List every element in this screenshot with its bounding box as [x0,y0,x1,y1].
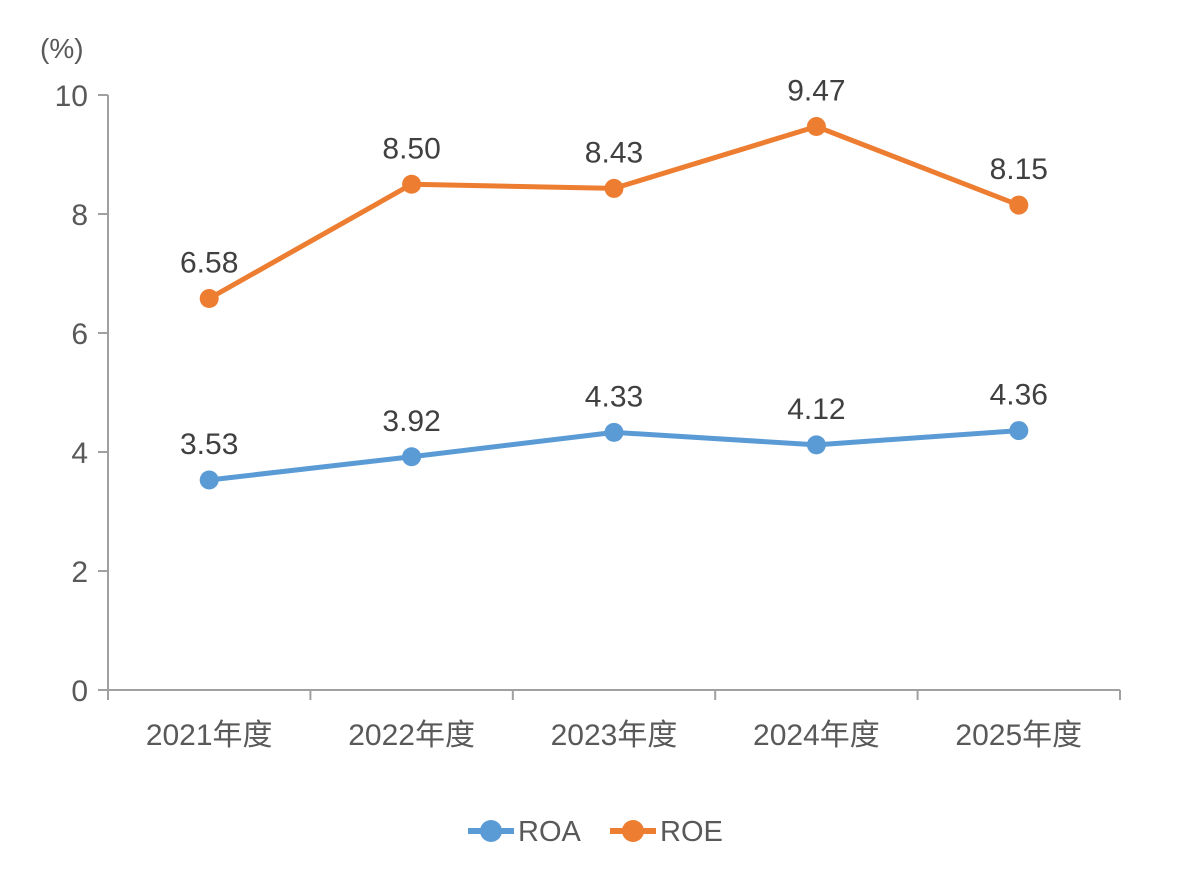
legend: ROA ROE [468,816,723,848]
y-axis-tick-label: 4 [71,437,88,470]
roa-legend-label: ROA [518,816,582,848]
roe-data-label: 8.50 [382,132,440,165]
roa-marker [199,470,219,490]
y-axis-tick-label: 10 [55,80,88,113]
roe-marker [806,117,826,137]
y-axis-tick-label: 0 [71,675,88,708]
y-axis-tick-label: 2 [71,556,88,589]
roe-data-label: 9.47 [787,75,845,108]
legend-item-roe: ROE [610,816,723,848]
x-axis-label: 2024年度 [753,719,880,752]
x-axis-label: 2021年度 [146,719,273,752]
roa-legend-marker-icon [480,820,502,842]
roe-marker [1009,195,1029,215]
roa-marker [604,422,624,442]
roe-data-label: 6.58 [180,246,238,279]
roe-legend-marker-icon [622,820,644,842]
x-axis-label: 2022年度 [348,719,475,752]
legend-item-roa: ROA [468,816,582,848]
roa-data-label: 3.92 [382,405,440,438]
roa-data-label: 4.36 [990,379,1048,412]
roe-legend-label: ROE [660,816,723,848]
x-axis-label: 2025年度 [955,719,1082,752]
y-axis-tick-label: 8 [71,199,88,232]
roa-data-label: 3.53 [180,428,238,461]
roa-data-label: 4.12 [787,393,845,426]
y-axis-unit-label: (%) [40,33,84,64]
roe-marker [402,174,422,194]
roa-marker [806,435,826,455]
roe-data-label: 8.15 [990,153,1048,186]
roe-marker [604,178,624,198]
y-axis-tick-label: 6 [71,318,88,351]
roa-data-label: 4.33 [585,380,643,413]
roa-marker [1009,421,1029,441]
roe-marker [199,288,219,308]
x-axis-label: 2023年度 [551,719,678,752]
roe-data-label: 8.43 [585,136,643,169]
roa-marker [402,447,422,467]
